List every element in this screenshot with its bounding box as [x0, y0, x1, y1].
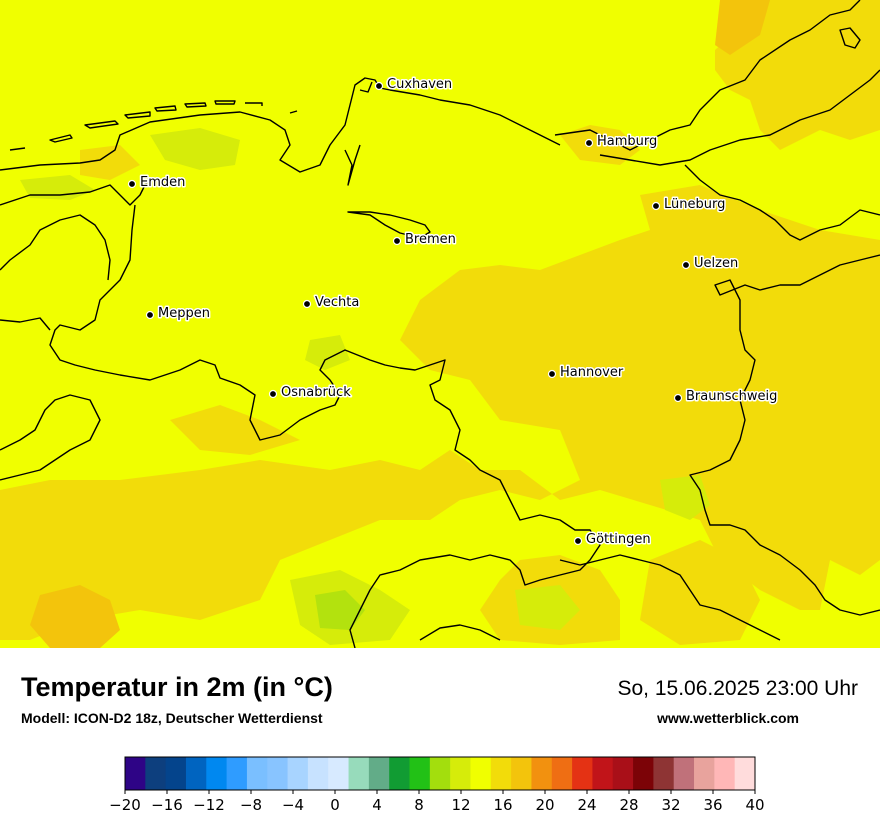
colorbar-swatch [429, 757, 451, 790]
city-uelzen: Uelzen [681, 255, 740, 273]
colorbar-swatch [226, 757, 248, 790]
colorbar-tick-label: 24 [577, 796, 596, 814]
colorbar-swatch [551, 757, 573, 790]
colorbar-swatch [348, 757, 370, 790]
colorbar-tick-label: −4 [282, 796, 304, 814]
city-label: Hamburg [597, 134, 657, 149]
colorbar-swatch [572, 757, 593, 790]
city-vechta: Vechta [302, 294, 361, 312]
colorbar-tick-label: −8 [240, 796, 262, 814]
colorbar-swatch [267, 757, 288, 790]
colorbar-tick-label: 8 [414, 796, 424, 814]
city-label: Uelzen [694, 256, 738, 271]
colorbar-swatch [734, 757, 756, 790]
colorbar-swatch [633, 757, 654, 790]
city-dot-icon [584, 138, 594, 148]
city-göttingen: Göttingen [573, 531, 652, 549]
city-label: Bremen [405, 232, 456, 247]
city-dot-icon [268, 389, 278, 399]
city-dot-icon [651, 201, 661, 211]
colorbar-swatch [165, 757, 187, 790]
city-label: Emden [140, 175, 185, 190]
city-label: Hannover [560, 365, 624, 380]
city-label: Göttingen [586, 532, 651, 547]
colorbar-swatch [450, 757, 471, 790]
city-label: Lüneburg [664, 197, 725, 212]
colorbar-swatch [490, 757, 512, 790]
colorbar-swatch [328, 757, 349, 790]
city-braunschweig: Braunschweig [673, 388, 779, 406]
temperature-field-warm [0, 0, 880, 645]
colorbar-swatch [185, 757, 207, 790]
city-label: Vechta [315, 295, 359, 310]
city-dot-icon [145, 310, 155, 320]
colorbar-tick-label: 32 [661, 796, 680, 814]
colorbar-swatch [531, 757, 553, 790]
city-dot-icon [127, 179, 137, 189]
colorbar-swatch [694, 757, 715, 790]
colorbar-tick-label: 36 [703, 796, 722, 814]
colorbar-frame [124, 756, 756, 791]
colorbar-swatch [673, 757, 695, 790]
city-dot-icon [573, 536, 583, 546]
model-info: Modell: ICON-D2 18z, Deutscher Wetterdie… [21, 710, 323, 726]
city-dot-icon [547, 369, 557, 379]
colorbar-tick-label: −16 [151, 796, 183, 814]
city-emden: Emden [127, 174, 187, 192]
website-link[interactable]: www.wetterblick.com [657, 710, 799, 726]
colorbar-swatch [511, 757, 532, 790]
city-dot-icon [302, 299, 312, 309]
city-label: Braunschweig [686, 389, 777, 404]
colorbar-tick-label: 12 [451, 796, 470, 814]
temperature-colorbar: −20 −16 −12 −8 −4 0 4 8 12 16 20 24 28 32 36 40 [110, 756, 765, 814]
colorbar-tick-label: 20 [535, 796, 554, 814]
city-markers: Cuxhaven Hamburg Emden Lüneburg Bremen Uelzen… [127, 76, 779, 549]
temperature-map: Cuxhaven Hamburg Emden Lüneburg Bremen Uelzen… [0, 0, 880, 648]
temperature-field-coolest [315, 590, 365, 630]
city-hannover: Hannover [547, 364, 625, 382]
city-bremen: Bremen [392, 231, 457, 249]
colorbar-swatch [653, 757, 675, 790]
city-dot-icon [681, 260, 691, 270]
colorbar-swatch [145, 757, 167, 790]
colorbar-swatch [125, 757, 146, 790]
colorbar-swatch [206, 757, 228, 790]
city-lüneburg: Lüneburg [651, 196, 727, 214]
forecast-datetime: So, 15.06.2025 23:00 Uhr [617, 677, 858, 700]
city-dot-icon [392, 236, 402, 246]
colorbar-swatch [389, 757, 410, 790]
city-hamburg: Hamburg [584, 133, 659, 151]
colorbar-ticks: −20 −16 −12 −8 −4 0 4 8 12 16 20 24 28 32 36 40 [110, 790, 765, 814]
colorbar-swatch [307, 757, 329, 790]
colorbar-tick-label: 4 [372, 796, 382, 814]
coastline-and-borders [0, 0, 880, 648]
city-dot-icon [374, 81, 384, 91]
city-dot-icon [673, 393, 683, 403]
colorbar-tick-label: 0 [330, 796, 340, 814]
colorbar-swatch [287, 757, 309, 790]
city-cuxhaven: Cuxhaven [374, 76, 454, 94]
temperature-field-warmer [30, 0, 770, 648]
city-label: Cuxhaven [387, 77, 452, 92]
colorbar-tick-label: 40 [745, 796, 764, 814]
temperature-field-cool [20, 128, 710, 645]
colorbar-swatch [470, 757, 492, 790]
city-label: Meppen [158, 306, 210, 321]
city-meppen: Meppen [145, 305, 211, 323]
colorbar-tick-label: −20 [110, 796, 141, 814]
colorbar-swatches [125, 757, 756, 790]
colorbar-swatch [592, 757, 614, 790]
colorbar-swatch [714, 757, 736, 790]
colorbar-swatch [612, 757, 634, 790]
colorbar-tick-label: 16 [493, 796, 512, 814]
colorbar-swatch [246, 757, 268, 790]
colorbar-tick-label: −12 [193, 796, 225, 814]
city-label: Osnabrück [281, 385, 351, 400]
colorbar-swatch [409, 757, 431, 790]
colorbar-tick-label: 28 [619, 796, 638, 814]
city-osnabrück: Osnabrück [268, 384, 353, 402]
colorbar-swatch [368, 757, 390, 790]
map-title: Temperatur in 2m (in °C) [21, 672, 333, 702]
